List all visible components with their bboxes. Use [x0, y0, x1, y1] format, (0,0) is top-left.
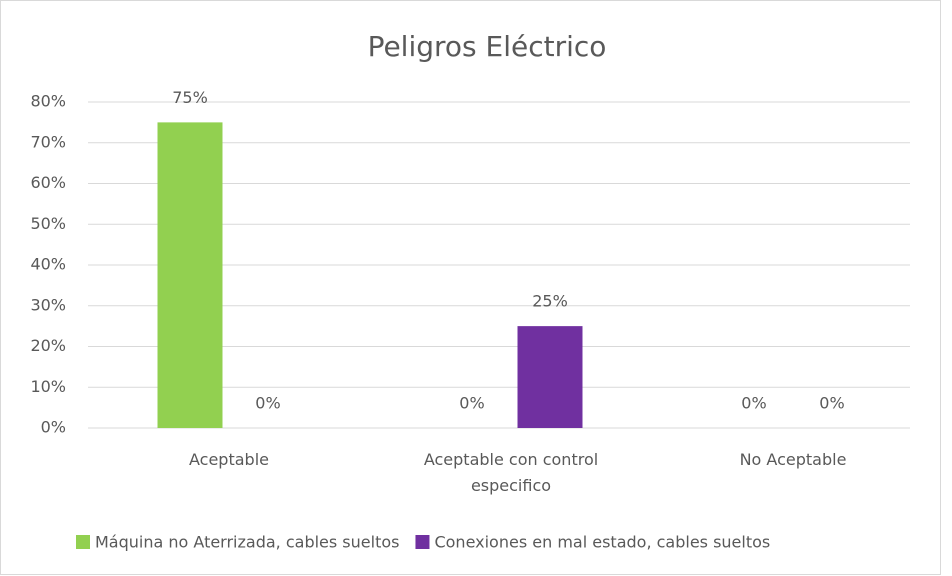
- data-label: 0%: [741, 394, 766, 413]
- data-label: 0%: [255, 394, 280, 413]
- legend-swatch: [415, 535, 430, 549]
- legend-swatch: [76, 535, 90, 549]
- data-label: 0%: [459, 394, 484, 413]
- data-label: 75%: [172, 88, 208, 107]
- data-label: 25%: [532, 292, 568, 311]
- y-tick-label: 60%: [30, 173, 66, 192]
- x-tick-label: Aceptable con control especifico: [423, 450, 599, 495]
- y-tick-label: 0%: [41, 418, 66, 437]
- x-tick-label: No Aceptable: [739, 450, 847, 469]
- legend-label: Máquina no Aterrizada, cables sueltos: [95, 533, 399, 552]
- data-label: 0%: [819, 394, 844, 413]
- y-tick-label: 70%: [30, 132, 66, 151]
- legend-label: Conexiones en mal estado, cables sueltos: [434, 533, 770, 552]
- bar: [157, 122, 223, 428]
- x-tick-label: Aceptable: [189, 450, 269, 469]
- y-tick-label: 20%: [30, 336, 66, 355]
- bar: [517, 326, 583, 428]
- y-tick-label: 30%: [30, 295, 66, 314]
- chart-title: Peligros Eléctrico: [368, 30, 607, 63]
- y-tick-label: 10%: [30, 377, 66, 396]
- y-tick-label: 80%: [30, 92, 66, 111]
- y-tick-label: 40%: [30, 255, 66, 274]
- y-tick-label: 50%: [30, 214, 66, 233]
